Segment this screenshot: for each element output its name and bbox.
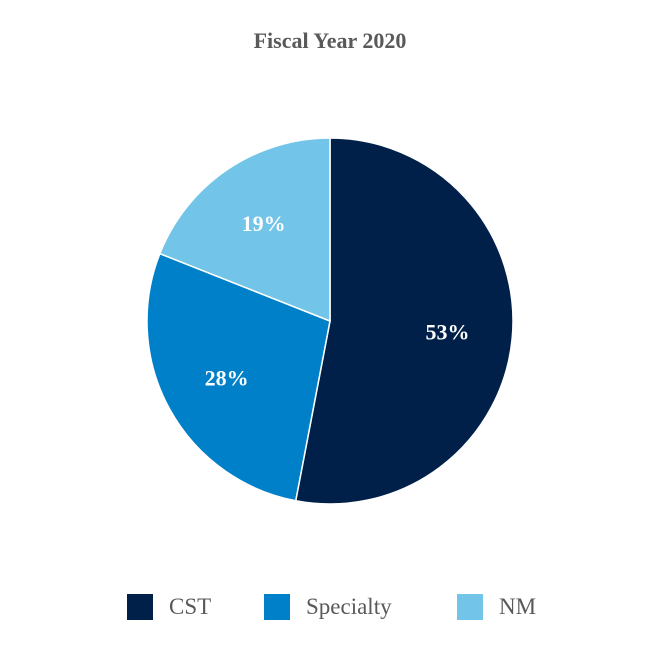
- slice-label-specialty: 28%: [205, 365, 249, 390]
- legend-swatch-nm: [457, 594, 483, 620]
- legend-swatch-specialty: [264, 594, 290, 620]
- legend: CST Specialty NM: [0, 594, 660, 624]
- chart-title: Fiscal Year 2020: [253, 28, 407, 53]
- legend-label-cst: CST: [169, 594, 212, 619]
- legend-item-cst: CST: [127, 594, 211, 620]
- legend-label-specialty: Specialty: [306, 594, 392, 619]
- legend-swatch-cst: [127, 594, 153, 620]
- legend-item-nm: NM: [457, 594, 536, 620]
- pie-slice-cst: [294, 137, 514, 505]
- pie-slice-nm: [158, 137, 331, 323]
- pie-slice-specialty: [146, 252, 331, 502]
- slice-label-nm: 19%: [242, 211, 286, 236]
- legend-label-nm: NM: [499, 594, 537, 619]
- slice-label-cst: 53%: [425, 320, 469, 345]
- legend-item-specialty: Specialty: [264, 594, 392, 620]
